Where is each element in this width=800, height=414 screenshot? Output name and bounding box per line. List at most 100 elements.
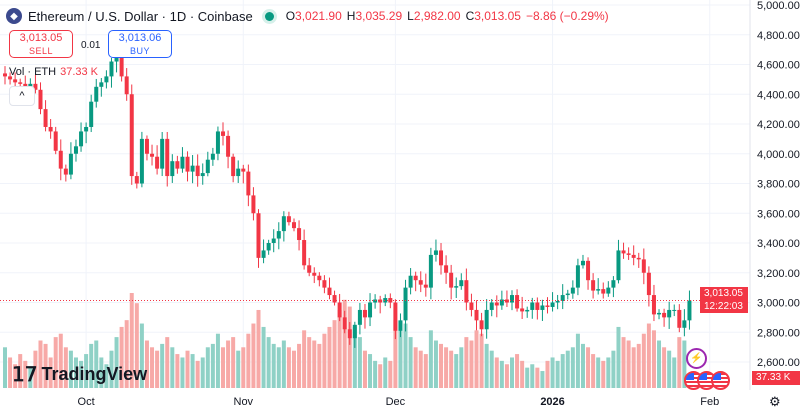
volume-bar — [484, 343, 489, 388]
candle-body — [226, 135, 231, 157]
settings-gear-icon[interactable]: ⚙ — [769, 394, 781, 409]
volume-bar — [520, 360, 525, 388]
candle-body — [403, 287, 408, 321]
volume-bar — [58, 333, 63, 388]
volume-bar — [636, 343, 641, 388]
candle-body — [79, 131, 84, 147]
candle-body — [545, 305, 550, 307]
volume-bar — [616, 326, 621, 388]
candle-body — [109, 61, 114, 77]
volume-bar — [231, 337, 236, 388]
sell-button[interactable]: 3,013.05 SELL — [9, 30, 73, 58]
candle-body — [210, 153, 215, 160]
volume-bar — [383, 357, 388, 388]
candle-body — [510, 295, 514, 303]
volume-bar — [560, 354, 565, 388]
volume-bar — [601, 360, 606, 388]
volume-bar — [347, 306, 352, 388]
candle-body — [124, 76, 129, 95]
candle-body — [68, 153, 73, 175]
volume-bar — [99, 357, 104, 388]
candle-body — [667, 309, 672, 318]
collapse-legend-button[interactable]: ^ — [9, 86, 35, 106]
ohlc-key: H — [346, 9, 356, 23]
buy-label: BUY — [129, 46, 150, 56]
volume-bar — [337, 309, 342, 388]
brand-name: TradingView — [41, 364, 148, 384]
volume-bar — [393, 320, 398, 388]
candle-body — [322, 280, 327, 288]
y-tick-label: 4,000.00 — [757, 149, 800, 161]
tradingview-logo[interactable]: 𝟣𝟩 TradingView — [12, 362, 147, 387]
candle-body — [119, 52, 124, 77]
candle-body — [94, 86, 99, 102]
volume-bar — [454, 354, 459, 388]
volume-bar — [155, 350, 160, 388]
volume-bar — [555, 360, 560, 388]
buy-button[interactable]: 3,013.06 BUY — [108, 30, 172, 58]
volume-bar — [84, 354, 89, 388]
candle-body — [246, 171, 251, 196]
volume-bar — [682, 340, 687, 388]
candle-body — [200, 173, 205, 177]
volume-bar — [657, 340, 662, 388]
volume-bar — [221, 347, 226, 388]
volume-legend-label: Vol · ETH — [9, 66, 57, 78]
volume-bar — [68, 350, 73, 388]
candle-body — [616, 250, 621, 281]
volume-bar — [297, 343, 302, 388]
candle-body — [454, 286, 459, 288]
volume-bar — [408, 337, 413, 388]
volume-bar — [504, 364, 509, 388]
candle-body — [565, 293, 570, 296]
symbol-title[interactable]: Ethereum / U.S. Dollar · 1D · Coinbase — [28, 8, 253, 24]
volume-bar — [63, 347, 68, 388]
candle-body — [175, 161, 180, 169]
candle-body — [8, 76, 13, 80]
candle-body — [89, 101, 94, 127]
candle-body — [3, 73, 7, 77]
chevron-up-icon: ^ — [19, 90, 25, 102]
y-tick-label: 4,800.00 — [757, 30, 800, 42]
volume-bar — [104, 364, 109, 388]
candle-body — [165, 138, 170, 177]
volume-bar — [226, 340, 231, 388]
x-tick-label: Feb — [700, 396, 719, 408]
candle-body — [286, 216, 291, 223]
volume-bar — [276, 347, 281, 388]
volume-bar — [170, 347, 175, 388]
candle-body — [352, 324, 357, 339]
candle-body — [504, 299, 509, 303]
y-tick-label: 3,000.00 — [757, 298, 800, 310]
candle-body — [464, 280, 469, 303]
volume-bar — [626, 340, 631, 388]
volume-bar — [205, 347, 210, 388]
volume-bar — [494, 357, 499, 388]
volume-bar — [139, 323, 144, 388]
volume-bar — [403, 323, 408, 388]
volume-bar — [53, 337, 58, 388]
volume-bar — [667, 350, 672, 388]
candle-body — [43, 109, 48, 127]
candle-body — [337, 302, 342, 318]
volume-bar — [322, 333, 327, 388]
volume-bar — [200, 357, 205, 388]
candle-body — [205, 159, 210, 174]
candle-body — [530, 302, 535, 310]
candle-body — [580, 260, 585, 266]
candle-body — [150, 153, 155, 157]
candle-body — [439, 250, 444, 266]
y-tick-label: 2,600.00 — [757, 357, 800, 369]
candle-body — [276, 231, 281, 239]
volume-bar — [327, 326, 332, 388]
y-tick-label: 3,400.00 — [757, 238, 800, 250]
candle-body — [185, 156, 190, 172]
candle-body — [489, 302, 494, 310]
lightning-event-icon[interactable]: ⚡ — [686, 348, 707, 369]
us-flag-event-icon[interactable] — [711, 371, 730, 390]
candle-body — [347, 329, 352, 339]
candle-body — [499, 299, 504, 306]
volume-bar — [261, 326, 266, 388]
volume-bar — [357, 337, 362, 388]
